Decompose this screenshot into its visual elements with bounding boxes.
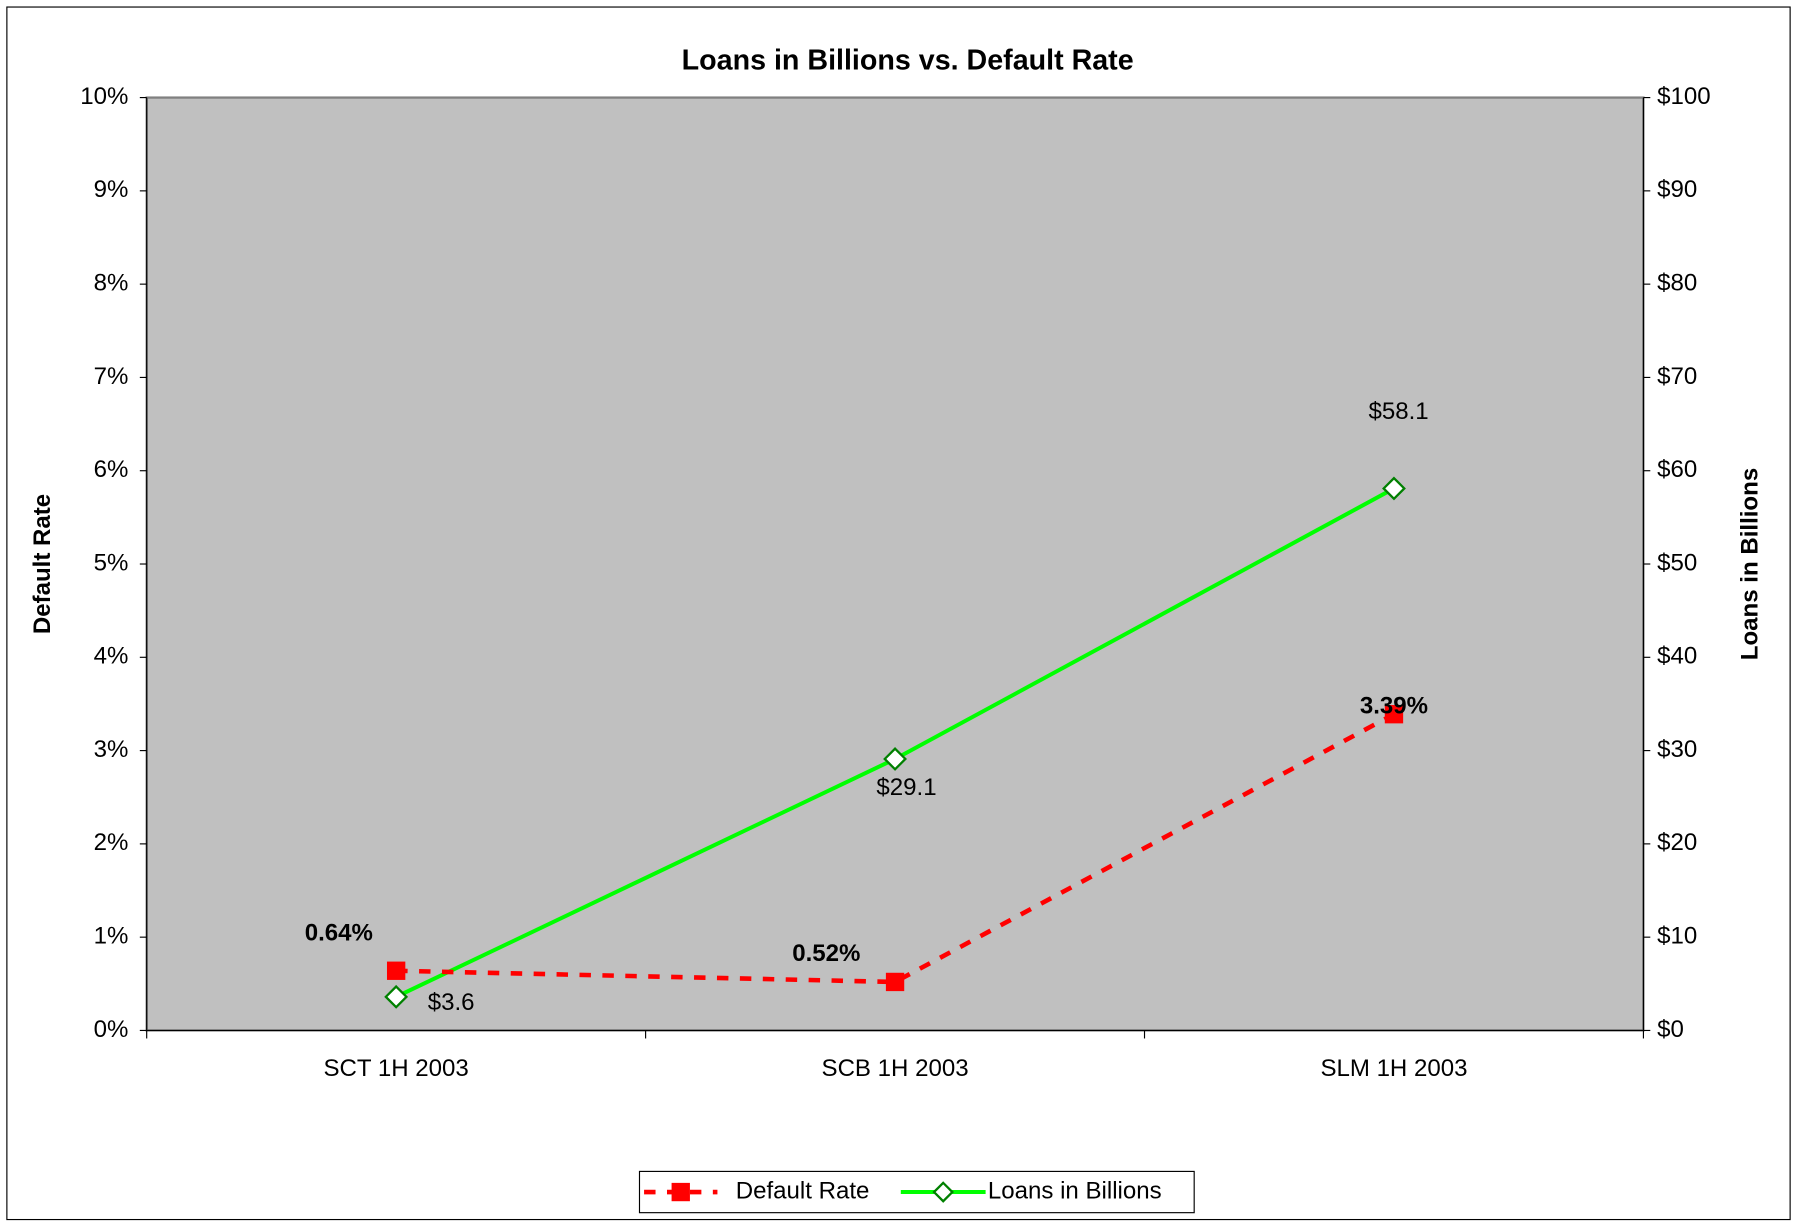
- y-tick-label: 2%: [94, 829, 129, 856]
- y-tick-label: 7%: [94, 363, 129, 390]
- legend-label: Default Rate: [736, 1177, 870, 1204]
- data-label: 0.64%: [305, 919, 373, 946]
- y2-tick-label: $20: [1657, 829, 1697, 856]
- x-tick-label: SLM 1H 2003: [1320, 1055, 1467, 1082]
- y2-tick-label: $40: [1657, 643, 1697, 670]
- x-tick-label: SCB 1H 2003: [822, 1055, 969, 1082]
- y2-tick-label: $90: [1657, 176, 1697, 203]
- default-rate-marker: [386, 961, 406, 980]
- legend-label: Loans in Billions: [988, 1177, 1162, 1204]
- y2-tick-label: $30: [1657, 736, 1697, 763]
- y-tick-label: 10%: [80, 83, 128, 110]
- data-label: $58.1: [1368, 398, 1428, 425]
- y2-tick-label: $0: [1657, 1016, 1684, 1043]
- y2-tick-label: $70: [1657, 363, 1697, 390]
- x-tick-label: SCT 1H 2003: [324, 1055, 469, 1082]
- chart-title: Loans in Billions vs. Default Rate: [682, 45, 1134, 77]
- data-label: 3.39%: [1360, 693, 1428, 720]
- y-tick-label: 0%: [94, 1016, 129, 1043]
- data-label: $3.6: [428, 989, 475, 1016]
- loans-marker: [883, 747, 907, 771]
- default-rate-line: [396, 712, 1396, 985]
- y2-tick-label: $50: [1657, 549, 1697, 576]
- data-label: $29.1: [876, 774, 936, 801]
- default-rate-marker: [885, 972, 905, 992]
- y2-tick-label: $80: [1657, 270, 1697, 297]
- y-tick-label: 1%: [94, 923, 129, 950]
- plot-area: [145, 96, 1645, 1032]
- legend-marker: [932, 1181, 954, 1203]
- loans-marker: [384, 984, 409, 1009]
- y2-tick-label: $100: [1657, 83, 1711, 110]
- y-axis-title: Default Rate: [29, 494, 56, 634]
- loans-marker: [1382, 476, 1406, 501]
- y-tick-label: 9%: [94, 176, 129, 203]
- y2-tick-label: $60: [1657, 456, 1697, 483]
- y-tick-label: 3%: [94, 736, 129, 763]
- y-tick-label: 5%: [94, 549, 129, 576]
- y2-axis-title: Loans in Billions: [1737, 468, 1764, 660]
- data-label: 0.52%: [792, 940, 860, 967]
- legend-marker: [671, 1182, 690, 1202]
- y-tick-label: 8%: [94, 270, 129, 297]
- y-tick-label: 6%: [94, 456, 129, 483]
- y-tick-label: 4%: [94, 643, 129, 670]
- y2-tick-label: $10: [1657, 923, 1697, 950]
- default-rate-marker: [1384, 705, 1404, 724]
